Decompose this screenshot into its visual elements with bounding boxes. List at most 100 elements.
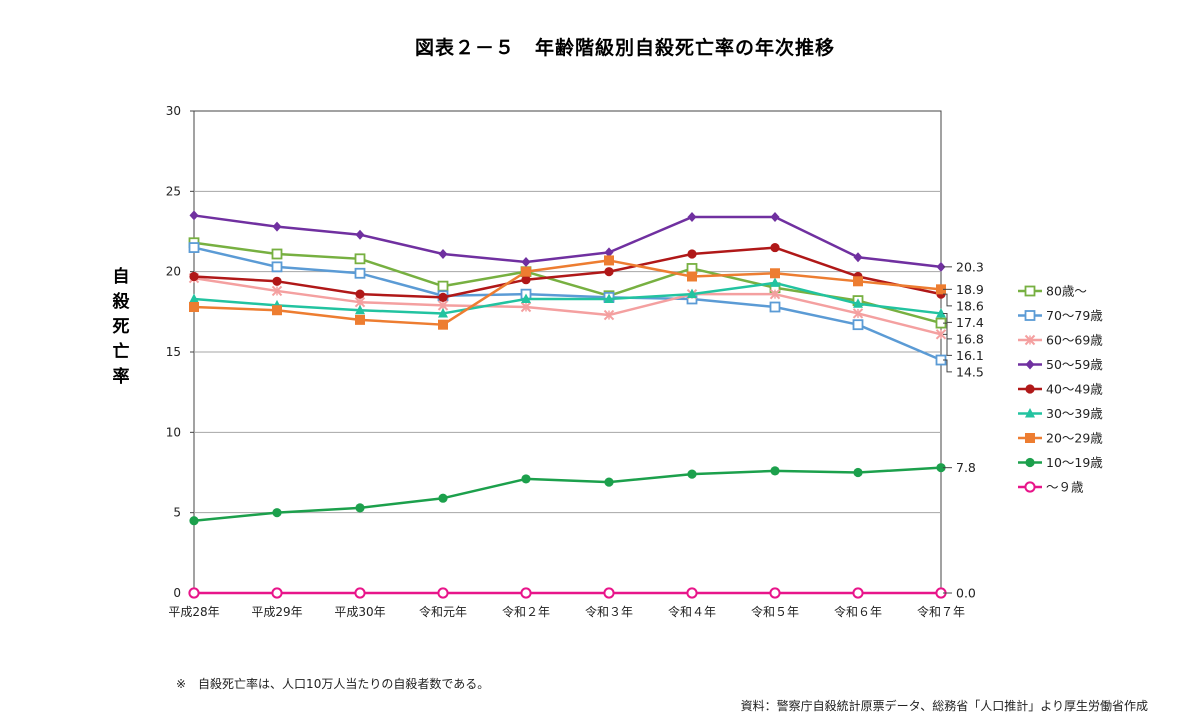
x-tick-label: 令和５年 bbox=[751, 604, 799, 619]
data-point bbox=[354, 253, 366, 265]
data-point bbox=[604, 267, 614, 277]
y-tick-label: 30 bbox=[166, 104, 181, 118]
data-point bbox=[687, 249, 697, 259]
x-tick-label: 平成29年 bbox=[251, 605, 302, 619]
end-value-label: 16.8 bbox=[956, 331, 984, 346]
y-tick-label: 5 bbox=[173, 506, 181, 520]
data-point bbox=[769, 288, 781, 300]
series-6 bbox=[189, 255, 946, 330]
data-point bbox=[271, 261, 283, 273]
data-point bbox=[687, 212, 697, 223]
y-tick-label: 10 bbox=[166, 425, 181, 439]
end-labels: 20.3 18.918.6 17.416.8 16.114.5 7.8 0.0 bbox=[943, 259, 984, 601]
data-point bbox=[604, 293, 614, 303]
data-point bbox=[687, 271, 697, 282]
data-point bbox=[189, 210, 199, 221]
y-tick-label: 20 bbox=[166, 265, 181, 279]
data-point bbox=[521, 257, 531, 268]
legend-item: ～９歳 bbox=[1018, 480, 1084, 495]
y-axis-ticks: 0 5 10 15 20 25 30 bbox=[166, 104, 194, 600]
data-point bbox=[520, 587, 532, 599]
x-tick-label: 令和元年 bbox=[419, 604, 467, 619]
data-point bbox=[354, 267, 366, 279]
data-point bbox=[521, 474, 531, 484]
x-axis-ticks: 平成28年 平成29年 平成30年 令和元年 令和２年 令和３年 令和４年 令和５年 令和６年 令… bbox=[168, 593, 965, 619]
data-point bbox=[935, 329, 947, 340]
legend-marker bbox=[1024, 285, 1036, 297]
legend-marker bbox=[1025, 384, 1035, 394]
data-point bbox=[603, 309, 615, 321]
legend-marker bbox=[1025, 457, 1035, 468]
data-point bbox=[770, 268, 780, 279]
data-point bbox=[852, 319, 864, 331]
data-point bbox=[604, 477, 614, 487]
series-line bbox=[193, 281, 942, 315]
legend-label: 40～49歳 bbox=[1046, 382, 1103, 397]
data-point bbox=[852, 308, 864, 319]
legend-marker bbox=[1024, 310, 1036, 321]
data-point bbox=[438, 307, 448, 318]
legend-label: 50～59歳 bbox=[1046, 357, 1103, 372]
series-line bbox=[193, 259, 942, 326]
data-point bbox=[853, 252, 863, 263]
legend-label: 20～29歳 bbox=[1046, 431, 1103, 446]
legend-label: 10～19歳 bbox=[1046, 455, 1103, 470]
data-point bbox=[271, 587, 283, 599]
series-7 bbox=[189, 463, 946, 526]
series-line bbox=[193, 246, 942, 362]
legend-marker bbox=[1025, 433, 1035, 443]
data-point bbox=[770, 242, 780, 253]
data-point bbox=[770, 212, 780, 223]
data-point bbox=[687, 288, 697, 299]
x-tick-label: 令和３年 bbox=[585, 604, 633, 619]
legend-item: 40～49歳 bbox=[1018, 382, 1103, 397]
data-point bbox=[271, 248, 283, 260]
end-value-label: 18.6 bbox=[956, 298, 984, 313]
end-value-label: 7.8 bbox=[956, 460, 976, 475]
data-point bbox=[354, 587, 366, 599]
gridlines bbox=[194, 190, 941, 514]
x-tick-label: 平成28年 bbox=[168, 605, 219, 619]
data-point bbox=[272, 305, 282, 316]
data-point bbox=[603, 587, 615, 599]
legend-label: 60～69歳 bbox=[1046, 333, 1103, 348]
data-point bbox=[355, 314, 365, 325]
data-point bbox=[355, 304, 365, 315]
data-point bbox=[853, 298, 863, 308]
footnote: ※ 自殺死亡率は、人口10万人当たりの自殺者数である。 bbox=[176, 676, 489, 691]
series-3 bbox=[189, 210, 946, 272]
legend: 80歳～ 70～79歳 60～69歳 50～59歳 40～49歳 30～39歳 20～29歳… bbox=[1018, 284, 1103, 495]
data-point bbox=[936, 463, 946, 473]
data-point bbox=[686, 587, 698, 599]
data-point bbox=[189, 516, 199, 526]
data-point bbox=[687, 469, 697, 479]
leader-line bbox=[943, 322, 952, 340]
data-point bbox=[272, 508, 282, 518]
data-point bbox=[520, 301, 532, 313]
data-point bbox=[188, 587, 200, 599]
leader-line bbox=[943, 333, 952, 356]
legend-item: 70～79歳 bbox=[1018, 308, 1103, 323]
data-point bbox=[355, 503, 365, 513]
leader-line bbox=[943, 312, 952, 323]
legend-marker bbox=[1025, 408, 1035, 418]
data-point bbox=[272, 221, 282, 232]
series-line bbox=[193, 214, 942, 269]
legend-item: 60～69歳 bbox=[1018, 333, 1103, 348]
end-value-label: 0.0 bbox=[956, 586, 976, 601]
data-point bbox=[936, 261, 946, 272]
legend-item: 10～19歳 bbox=[1018, 455, 1103, 470]
data-point bbox=[853, 467, 863, 478]
legend-label: ～９歳 bbox=[1046, 480, 1084, 495]
data-point bbox=[770, 277, 780, 287]
data-point bbox=[271, 285, 283, 297]
data-point bbox=[604, 247, 614, 258]
leader-line bbox=[943, 359, 952, 373]
data-point bbox=[272, 276, 282, 286]
data-point bbox=[769, 587, 781, 599]
series-8 bbox=[188, 587, 947, 599]
data-point bbox=[852, 587, 864, 599]
data-point bbox=[769, 301, 781, 313]
data-point bbox=[853, 276, 863, 287]
data-point bbox=[438, 493, 448, 503]
